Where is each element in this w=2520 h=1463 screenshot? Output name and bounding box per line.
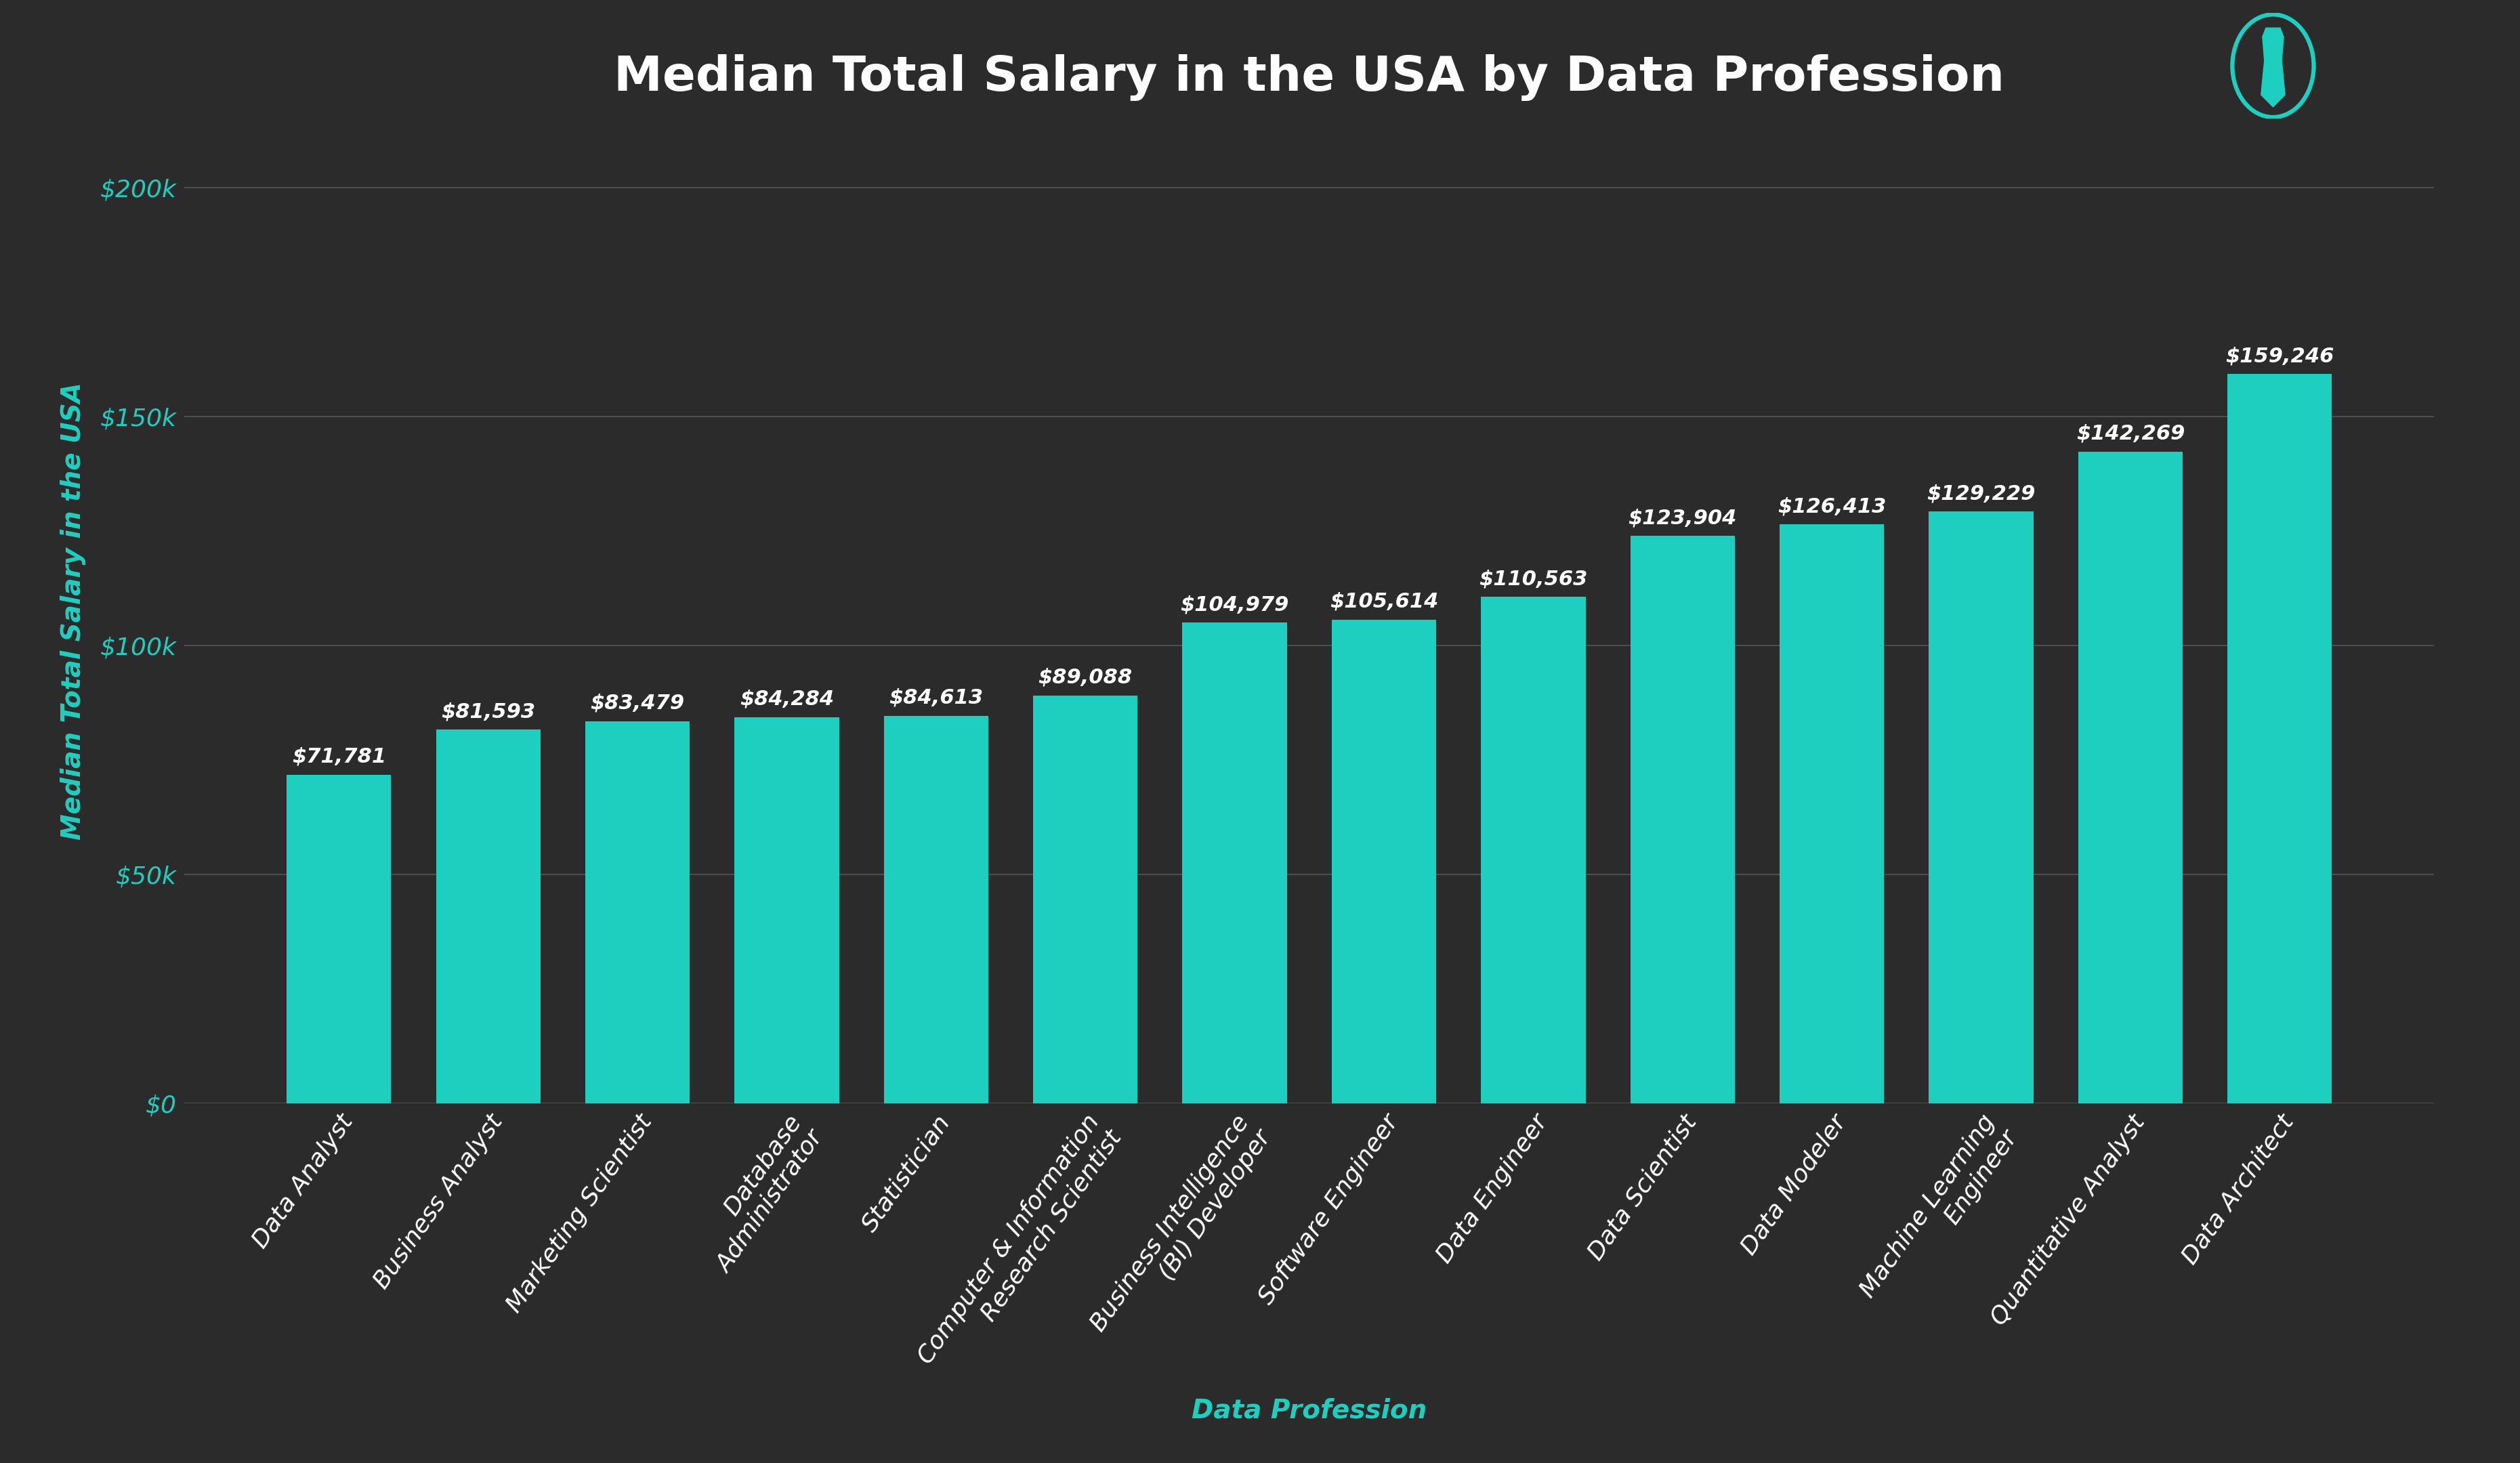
Text: $159,246: $159,246 [2225, 347, 2334, 366]
Y-axis label: Median Total Salary in the USA: Median Total Salary in the USA [60, 382, 86, 840]
Text: $71,781: $71,781 [292, 746, 386, 767]
Text: $89,088: $89,088 [1038, 667, 1131, 688]
Bar [885, 715, 988, 1103]
Bar [1033, 695, 1137, 1103]
Text: $104,979: $104,979 [1179, 595, 1290, 614]
Text: $123,904: $123,904 [1628, 508, 1736, 528]
Bar [1630, 535, 1734, 1103]
Bar [1331, 620, 1436, 1103]
Polygon shape [2260, 37, 2286, 107]
Bar [1779, 524, 1885, 1103]
Text: $81,593: $81,593 [441, 702, 534, 721]
Title: Median Total Salary in the USA by Data Profession: Median Total Salary in the USA by Data P… [615, 54, 2006, 101]
Text: $142,269: $142,269 [2076, 424, 2185, 443]
Bar [1482, 597, 1585, 1103]
Bar [1182, 623, 1288, 1103]
Bar [1928, 512, 2034, 1103]
Bar [287, 774, 391, 1103]
X-axis label: Data Profession: Data Profession [1192, 1397, 1426, 1423]
Text: $129,229: $129,229 [1928, 484, 2036, 503]
Text: $84,613: $84,613 [890, 688, 983, 708]
Polygon shape [2263, 28, 2283, 44]
Bar [436, 730, 539, 1103]
Text: $105,614: $105,614 [1331, 593, 1439, 612]
Text: $110,563: $110,563 [1479, 569, 1588, 588]
Bar [585, 721, 690, 1103]
Text: $126,413: $126,413 [1777, 496, 1885, 516]
Text: $83,479: $83,479 [590, 693, 685, 712]
Bar [2228, 375, 2331, 1103]
Text: $84,284: $84,284 [741, 689, 834, 710]
Bar [733, 717, 839, 1103]
Bar [2079, 452, 2182, 1103]
